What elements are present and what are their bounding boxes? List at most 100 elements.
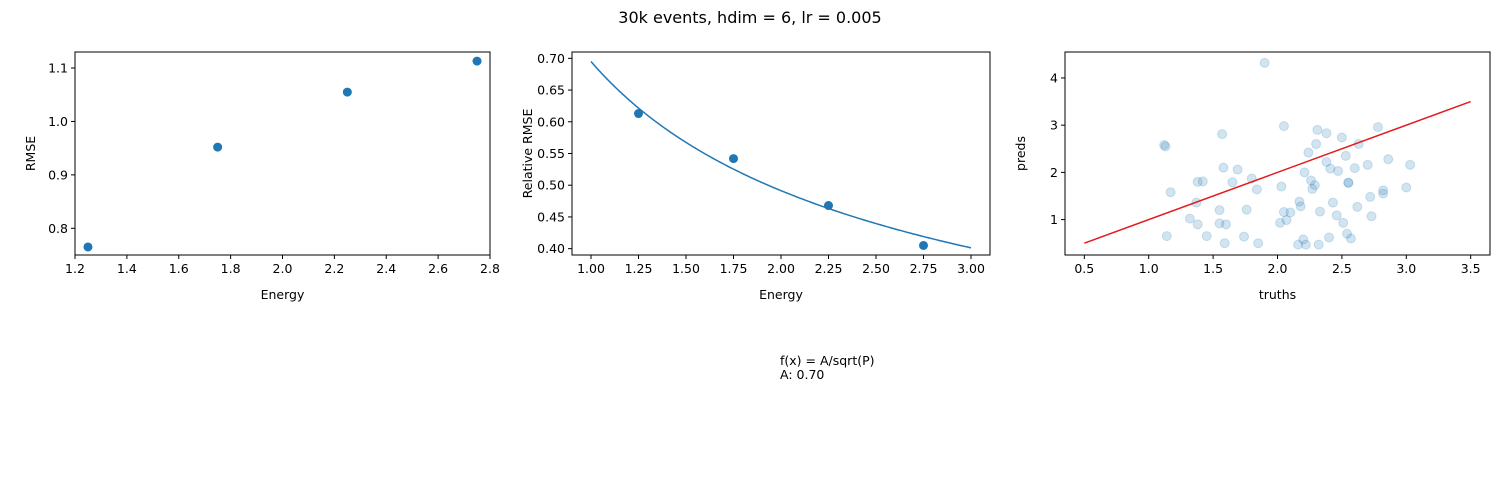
data-point [634, 109, 643, 119]
data-point [1362, 159, 1373, 170]
data-point [1293, 239, 1304, 250]
y-tick-label: 1 [1050, 212, 1058, 227]
data-point [1201, 231, 1212, 242]
data-point [1333, 165, 1344, 176]
data-point [1352, 201, 1363, 212]
data-point [1349, 163, 1360, 174]
data-point [1214, 218, 1225, 229]
x-tick-label: 1.8 [221, 261, 241, 276]
x-tick-label: 2.5 [1332, 261, 1352, 276]
data-point [1312, 124, 1323, 135]
data-point [1343, 177, 1354, 188]
data-point [1321, 128, 1332, 139]
data-point [1276, 181, 1287, 192]
data-point [1219, 238, 1230, 249]
data-point [1372, 122, 1383, 133]
data-point [1325, 163, 1336, 174]
data-point [729, 154, 738, 164]
x-tick-label: 1.4 [117, 261, 137, 276]
data-point [1305, 175, 1316, 186]
data-point [1315, 206, 1325, 217]
data-point [1281, 215, 1292, 226]
y-tick-label: 0.60 [537, 114, 565, 129]
data-point [1309, 180, 1320, 191]
fit-note: f(x) = A/sqrt(P) A: 0.70 [780, 353, 875, 382]
data-point [1298, 234, 1309, 245]
y-tick-label: 0.9 [48, 167, 68, 182]
y-tick-label: 0.55 [537, 146, 565, 161]
x-tick-label: 2.00 [767, 261, 795, 276]
data-point [1338, 217, 1349, 228]
axes-frame [74, 51, 491, 256]
x-tick-label: 1.5 [1203, 261, 1223, 276]
data-point [1253, 238, 1264, 249]
x-tick-label: 2.0 [273, 261, 293, 276]
fit-parameter: A: 0.70 [780, 367, 824, 382]
data-point [1300, 239, 1311, 250]
y-axis-label: RMSE [23, 136, 38, 171]
x-tick-label: 2.4 [376, 261, 396, 276]
data-point [1331, 210, 1342, 221]
y-tick-label: 0.50 [537, 178, 565, 193]
data-point [1259, 57, 1270, 68]
x-axis-label: Energy [759, 287, 803, 302]
x-tick-label: 1.50 [672, 261, 700, 276]
x-tick-label: 2.8 [480, 261, 500, 276]
data-point [1378, 188, 1389, 199]
data-point [1342, 228, 1353, 239]
data-point [1303, 147, 1314, 158]
data-point [1214, 205, 1225, 216]
x-tick-label: 1.25 [625, 261, 653, 276]
x-tick-label: 2.2 [324, 261, 344, 276]
x-tick-label: 3.00 [957, 261, 985, 276]
y-tick-label: 0.45 [537, 209, 565, 224]
data-point [1383, 154, 1394, 165]
data-point [1299, 167, 1310, 178]
data-point [1405, 159, 1416, 170]
y-tick-label: 2 [1050, 165, 1058, 180]
x-tick-label: 2.0 [1268, 261, 1288, 276]
x-tick-label: 2.6 [428, 261, 448, 276]
data-point [1218, 162, 1229, 173]
preds-vs-truths-panel: 0.5 1.0 1.5 2.0 2.5 3.0 3.5 1 2 3 4 truths preds [1013, 51, 1491, 302]
rmse-vs-energy-panel: 1.2 1.4 1.6 1.8 2.0 2.2 2.4 2.6 2.8 0.8 0.9 1.0 1.1 E… [23, 51, 500, 302]
data-point [1378, 185, 1389, 196]
relative-rmse-vs-energy-panel: 1.00 1.25 1.50 1.75 2.00 2.25 2.50 2.75 3.00 0.40… [520, 51, 991, 302]
y-axis-label: Relative RMSE [520, 109, 535, 199]
data-point [1401, 182, 1412, 193]
data-point [1217, 129, 1228, 140]
identity-line [1084, 100, 1471, 244]
x-tick-label: 2.25 [815, 261, 843, 276]
data-point [1307, 183, 1318, 194]
data-point [1220, 219, 1231, 230]
x-tick-label: 3.5 [1461, 261, 1481, 276]
y-axis-label: preds [1013, 136, 1028, 171]
data-point [1161, 231, 1172, 242]
data-point [1192, 176, 1203, 187]
x-axis-label: truths [1259, 287, 1296, 302]
x-axis-label: Energy [261, 287, 305, 302]
data-point [213, 142, 223, 152]
data-point [1340, 150, 1351, 161]
data-point [83, 242, 93, 252]
y-tick-label: 3 [1050, 118, 1058, 133]
y-tick-label: 4 [1050, 70, 1058, 85]
fit-curve [590, 61, 972, 249]
data-point [1295, 201, 1306, 212]
y-tick-label: 0.70 [537, 51, 565, 66]
data-point [1160, 141, 1171, 152]
data-point [1232, 164, 1243, 175]
data-point [1313, 239, 1324, 250]
data-point [472, 56, 482, 66]
data-point [1343, 177, 1354, 188]
data-point [1278, 207, 1289, 218]
data-point [919, 240, 928, 250]
y-tick-label: 0.8 [48, 221, 68, 236]
x-tick-label: 1.75 [720, 261, 748, 276]
data-point [1336, 132, 1347, 143]
x-tick-label: 3.0 [1396, 261, 1416, 276]
data-point [342, 87, 352, 97]
x-tick-label: 1.0 [1139, 261, 1159, 276]
data-point [1165, 187, 1176, 198]
data-point [1192, 219, 1203, 230]
